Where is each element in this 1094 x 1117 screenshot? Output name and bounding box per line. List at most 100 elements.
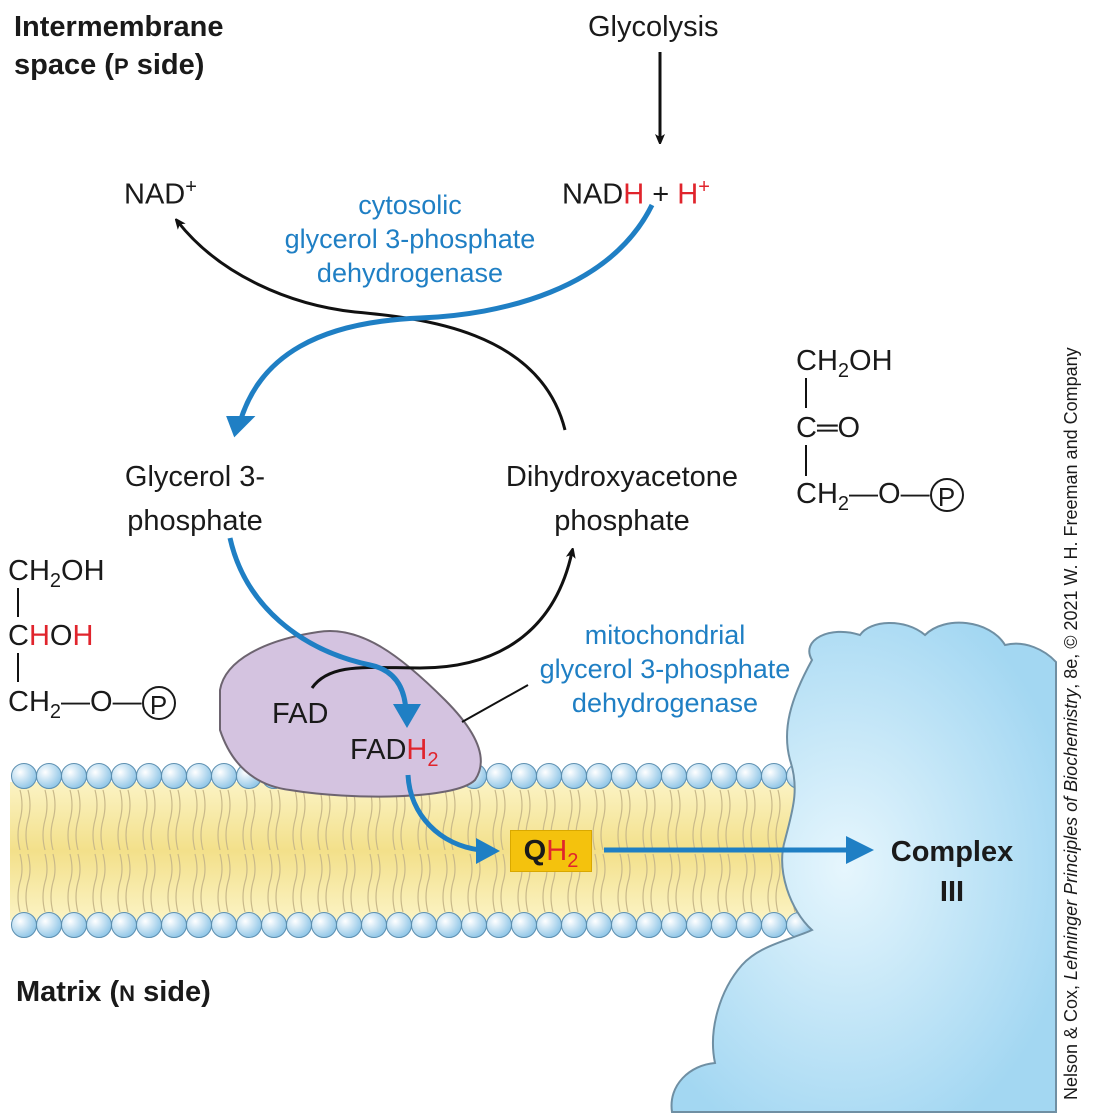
lipid-tail	[617, 789, 623, 851]
lipid-tail	[125, 853, 131, 913]
dhap-phosphate-circle: P	[929, 478, 964, 513]
lipid-head-bottom	[286, 912, 312, 938]
lipid-tail	[192, 789, 198, 851]
lipid-tail	[625, 789, 631, 851]
lipid-tail	[475, 853, 481, 913]
g3p-r3-sub: 2	[49, 700, 62, 723]
nadh-h: H	[623, 178, 645, 211]
dhap-r1-sub: 2	[837, 359, 850, 382]
g3p-r2-h2: H	[72, 620, 94, 652]
membrane-heads-bottom	[11, 912, 812, 938]
lipid-tail	[742, 853, 748, 913]
nadh-label: NADH + H+	[562, 170, 710, 212]
dhap-structure-row2: C═O	[796, 412, 861, 444]
arrow-to-nad	[178, 222, 567, 431]
lipid-tail	[725, 789, 731, 851]
lipid-tail	[600, 853, 606, 913]
cytosolic-line2: glycerol 3-phosphate	[284, 224, 536, 254]
lipid-tail	[592, 789, 598, 851]
g3p-r1-sub: 2	[49, 569, 62, 592]
qh2-sub: 2	[567, 849, 579, 872]
lipid-tail	[392, 853, 398, 913]
nad-superscript: +	[185, 176, 197, 198]
g3p-structure-row2: CHOH	[8, 620, 93, 652]
g3p-r2-h1: H	[28, 620, 50, 652]
dhap-r1-a: CH	[796, 345, 838, 377]
n-side-letter: N	[119, 981, 136, 1006]
lipid-tail	[350, 853, 356, 913]
lipid-head-bottom	[586, 912, 612, 938]
complex-line1: Complex	[890, 836, 1014, 868]
arrow-to-dhap	[310, 552, 572, 689]
lipid-tail	[375, 789, 381, 851]
lipid-tail	[267, 853, 273, 913]
lipid-tail	[767, 853, 773, 913]
lipid-tail	[467, 789, 473, 851]
lipid-tail	[92, 853, 98, 913]
arrow-nadh-to-g3p	[237, 203, 655, 423]
lipid-head-bottom	[636, 912, 662, 938]
p-side-post: side)	[128, 49, 205, 81]
lipid-head-bottom	[511, 912, 537, 938]
lipid-head-bottom	[111, 912, 137, 938]
lipid-tail	[225, 789, 231, 851]
lipid-head-bottom	[736, 912, 762, 938]
lipid-tail	[225, 853, 231, 913]
lipid-tail	[767, 789, 773, 851]
fadh2-sub: 2	[427, 748, 439, 771]
credit-pre: Nelson & Cox,	[1061, 979, 1081, 1100]
lipid-tail	[50, 789, 56, 851]
lipid-tail	[242, 853, 248, 913]
lipid-tail	[92, 789, 98, 851]
lipid-head-bottom	[386, 912, 412, 938]
lipid-head-top	[511, 763, 537, 789]
arrowhead-fadh2	[393, 704, 421, 728]
lipid-head-top	[686, 763, 712, 789]
lipid-tail	[267, 789, 273, 851]
lipid-tail	[67, 789, 73, 851]
lipid-tail	[367, 853, 373, 913]
pointer-line	[461, 684, 529, 723]
lipid-tail	[450, 853, 456, 913]
p-side-letter: P	[113, 54, 129, 79]
lipid-tail	[750, 789, 756, 851]
lipid-tail	[492, 853, 498, 913]
fad-label: FAD	[272, 698, 329, 730]
lipid-tail	[725, 853, 731, 913]
complex-iii-label: Complex III	[872, 832, 1032, 912]
lipid-tails	[17, 789, 806, 913]
lipid-tail	[167, 789, 173, 851]
lipid-tail	[375, 853, 381, 913]
g3p-r1-a: CH	[8, 555, 50, 587]
lipid-tail	[667, 853, 673, 913]
lipid-tail	[325, 853, 331, 913]
lipid-tail	[325, 789, 331, 851]
g3p-phosphate-circle: P	[141, 686, 176, 721]
lipid-tail	[717, 853, 723, 913]
lipid-head-top	[111, 763, 137, 789]
lipid-head-top	[161, 763, 187, 789]
lipid-tail	[675, 789, 681, 851]
complex-iii-shape	[670, 621, 1057, 1113]
lipid-tail	[692, 853, 698, 913]
lipid-tail	[292, 789, 298, 851]
lipid-tail	[200, 789, 206, 851]
lipid-tail	[125, 789, 131, 851]
lipid-head-bottom	[186, 912, 212, 938]
lipid-tail	[142, 789, 148, 851]
fadh2-h: H	[406, 734, 428, 766]
lipid-head-top	[186, 763, 212, 789]
lipid-tail	[100, 853, 106, 913]
dhap-r3-sub: 2	[837, 492, 850, 515]
lipid-tail	[650, 789, 656, 851]
lipid-tail	[442, 853, 448, 913]
lipid-tail	[675, 853, 681, 913]
lipid-head-top	[536, 763, 562, 789]
lipid-tail	[592, 853, 598, 913]
dhap-structure-row3: CH2—O— P	[796, 478, 964, 520]
lipid-head-top	[761, 763, 787, 789]
lipid-head-bottom	[86, 912, 112, 938]
lipid-tail	[217, 853, 223, 913]
mito-line3: dehydrogenase	[571, 688, 759, 718]
